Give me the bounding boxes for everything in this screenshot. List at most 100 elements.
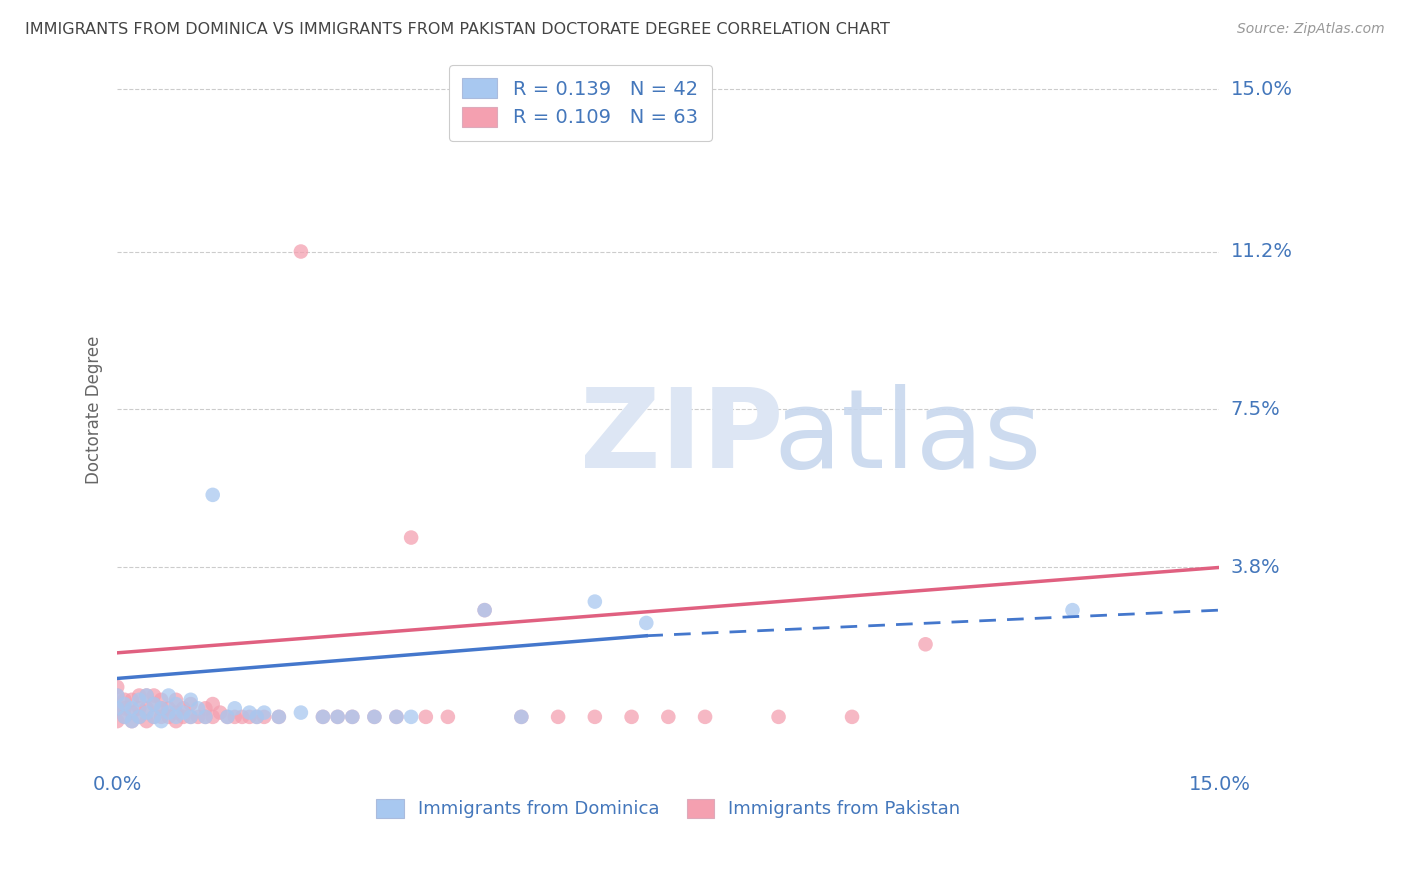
Point [180, 693, 202, 707]
Point [267, 710, 290, 724]
Text: 11.2%: 11.2% [1230, 242, 1292, 261]
Point [217, 710, 239, 724]
Point [128, 701, 150, 715]
Point [114, 701, 136, 715]
Point [246, 710, 269, 724]
Point [114, 693, 136, 707]
Point [363, 710, 385, 724]
Point [121, 706, 143, 720]
Point [342, 710, 364, 724]
Point [238, 710, 260, 724]
Point [105, 689, 128, 703]
Point [657, 710, 679, 724]
Point [135, 706, 157, 720]
Point [201, 710, 224, 724]
Point [201, 697, 224, 711]
Point [312, 710, 335, 724]
Point [415, 710, 437, 724]
Point [157, 701, 180, 715]
Point [105, 701, 128, 715]
Point [165, 714, 187, 728]
Point [224, 710, 246, 724]
Point [142, 697, 165, 711]
Point [224, 701, 246, 715]
Point [209, 706, 232, 720]
Point [768, 710, 790, 724]
Point [150, 693, 173, 707]
Point [399, 531, 422, 545]
Point [474, 603, 496, 617]
Point [246, 710, 269, 724]
Point [121, 693, 143, 707]
Point [194, 701, 217, 715]
Point [238, 706, 260, 720]
Point [253, 710, 276, 724]
Point [114, 710, 136, 724]
Point [841, 710, 863, 724]
Point [217, 710, 239, 724]
Point [399, 710, 422, 724]
Point [510, 710, 533, 724]
Point [253, 706, 276, 720]
Point [180, 710, 202, 724]
Point [547, 710, 569, 724]
Point [201, 488, 224, 502]
Point [180, 697, 202, 711]
Point [312, 710, 335, 724]
Point [128, 689, 150, 703]
Text: ZIP: ZIP [581, 384, 783, 491]
Point [135, 689, 157, 703]
Point [194, 710, 217, 724]
Point [172, 710, 194, 724]
Point [150, 710, 173, 724]
Legend: Immigrants from Dominica, Immigrants from Pakistan: Immigrants from Dominica, Immigrants fro… [370, 792, 967, 826]
Point [142, 697, 165, 711]
Point [693, 710, 716, 724]
Point [150, 701, 173, 715]
Point [1062, 603, 1084, 617]
Point [342, 710, 364, 724]
Point [121, 701, 143, 715]
Point [363, 710, 385, 724]
Point [105, 689, 128, 703]
Point [510, 710, 533, 724]
Text: 15.0%: 15.0% [1230, 79, 1292, 99]
Point [114, 697, 136, 711]
Point [165, 697, 187, 711]
Point [385, 710, 408, 724]
Point [172, 706, 194, 720]
Point [105, 714, 128, 728]
Point [142, 710, 165, 724]
Point [142, 710, 165, 724]
Point [326, 710, 349, 724]
Point [165, 693, 187, 707]
Point [385, 710, 408, 724]
Point [187, 710, 209, 724]
Point [150, 714, 173, 728]
Point [187, 701, 209, 715]
Point [128, 710, 150, 724]
Point [135, 714, 157, 728]
Point [290, 706, 312, 720]
Point [290, 244, 312, 259]
Point [636, 615, 658, 630]
Text: atlas: atlas [773, 384, 1042, 491]
Text: 3.8%: 3.8% [1230, 558, 1281, 577]
Point [914, 637, 936, 651]
Point [157, 710, 180, 724]
Point [437, 710, 460, 724]
Point [474, 603, 496, 617]
Text: IMMIGRANTS FROM DOMINICA VS IMMIGRANTS FROM PAKISTAN DOCTORATE DEGREE CORRELATIO: IMMIGRANTS FROM DOMINICA VS IMMIGRANTS F… [25, 22, 890, 37]
Point [157, 706, 180, 720]
Point [105, 701, 128, 715]
Point [165, 710, 187, 724]
Point [326, 710, 349, 724]
Point [128, 693, 150, 707]
Point [231, 710, 253, 724]
Point [620, 710, 643, 724]
Point [194, 710, 217, 724]
Point [150, 701, 173, 715]
Point [114, 710, 136, 724]
Point [157, 689, 180, 703]
Point [165, 706, 187, 720]
